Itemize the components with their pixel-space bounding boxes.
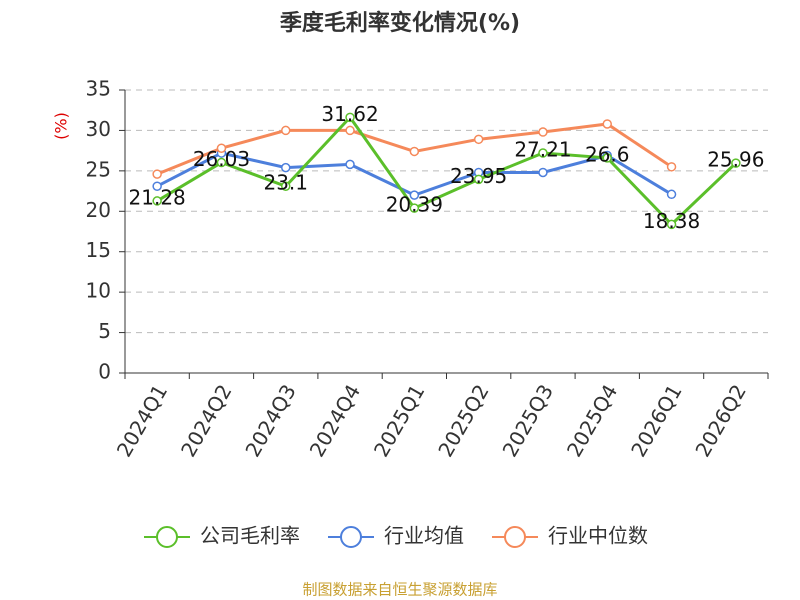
data-point bbox=[473, 134, 484, 145]
data-point bbox=[602, 153, 612, 163]
data-point bbox=[216, 143, 227, 153]
y-tick-label: 35 bbox=[86, 77, 111, 101]
data-point bbox=[152, 181, 162, 191]
data-label: 26.03 bbox=[193, 147, 250, 171]
data-point bbox=[345, 159, 355, 170]
data-point bbox=[666, 219, 677, 230]
data-point bbox=[281, 125, 291, 136]
data-label: 18.38 bbox=[643, 209, 700, 233]
x-tick-label: 2025Q3 bbox=[498, 380, 558, 461]
data-label: 27.21 bbox=[514, 137, 571, 161]
x-tick-label: 2024Q1 bbox=[112, 380, 172, 461]
y-tick-label: 10 bbox=[86, 279, 111, 303]
data-point bbox=[473, 174, 484, 185]
data-point bbox=[152, 196, 162, 206]
x-tick-label: 2025Q2 bbox=[433, 380, 493, 461]
data-point bbox=[345, 112, 355, 123]
x-tick-label: 2024Q2 bbox=[176, 380, 236, 461]
data-point bbox=[538, 148, 548, 158]
x-tick-label: 2025Q4 bbox=[562, 380, 622, 461]
data-label: 20.39 bbox=[386, 193, 443, 217]
y-tick-label: 25 bbox=[86, 157, 111, 181]
data-point bbox=[602, 119, 612, 129]
data-label: 26.6 bbox=[585, 142, 630, 166]
data-point bbox=[216, 157, 227, 168]
data-point bbox=[409, 190, 420, 200]
legend-marker bbox=[156, 526, 178, 548]
data-point bbox=[281, 162, 291, 173]
data-label: 23.95 bbox=[450, 164, 507, 188]
legend-label: 行业中位数 bbox=[548, 524, 648, 548]
legend-marker bbox=[504, 526, 526, 548]
legend-marker bbox=[340, 526, 362, 548]
source-note: 制图数据来自恒生聚源数据库 bbox=[302, 581, 497, 599]
x-tick-label: 2026Q1 bbox=[626, 380, 686, 461]
data-point bbox=[409, 146, 420, 157]
data-point bbox=[666, 189, 677, 200]
legend-label: 行业均值 bbox=[384, 524, 464, 548]
data-point bbox=[538, 127, 548, 137]
series-line bbox=[156, 114, 737, 227]
y-tick-label: 15 bbox=[86, 238, 111, 262]
data-point bbox=[345, 125, 355, 136]
x-tick-label: 2026Q2 bbox=[690, 380, 750, 461]
y-tick-label: 0 bbox=[98, 360, 111, 384]
legend-label: 公司毛利率 bbox=[200, 524, 300, 548]
data-point bbox=[538, 167, 548, 178]
y-tick-label: 5 bbox=[98, 319, 111, 343]
data-point bbox=[731, 158, 741, 168]
data-point bbox=[281, 181, 291, 191]
y-tick-label: 20 bbox=[86, 198, 111, 222]
x-tick-label: 2024Q3 bbox=[240, 380, 300, 461]
data-point bbox=[666, 162, 677, 172]
data-label: 31.62 bbox=[321, 102, 378, 126]
x-tick-label: 2025Q1 bbox=[369, 380, 429, 461]
y-tick-label: 30 bbox=[86, 117, 111, 141]
data-label: 23.1 bbox=[263, 171, 308, 195]
data-label: 25.96 bbox=[707, 148, 764, 172]
x-tick-label: 2024Q4 bbox=[305, 380, 365, 461]
data-point bbox=[409, 203, 420, 213]
chart-title: 季度毛利率变化情况(%) bbox=[280, 10, 520, 36]
data-label: 21.28 bbox=[129, 185, 186, 209]
y-axis-label: (%) bbox=[52, 112, 71, 140]
data-point bbox=[152, 169, 162, 179]
